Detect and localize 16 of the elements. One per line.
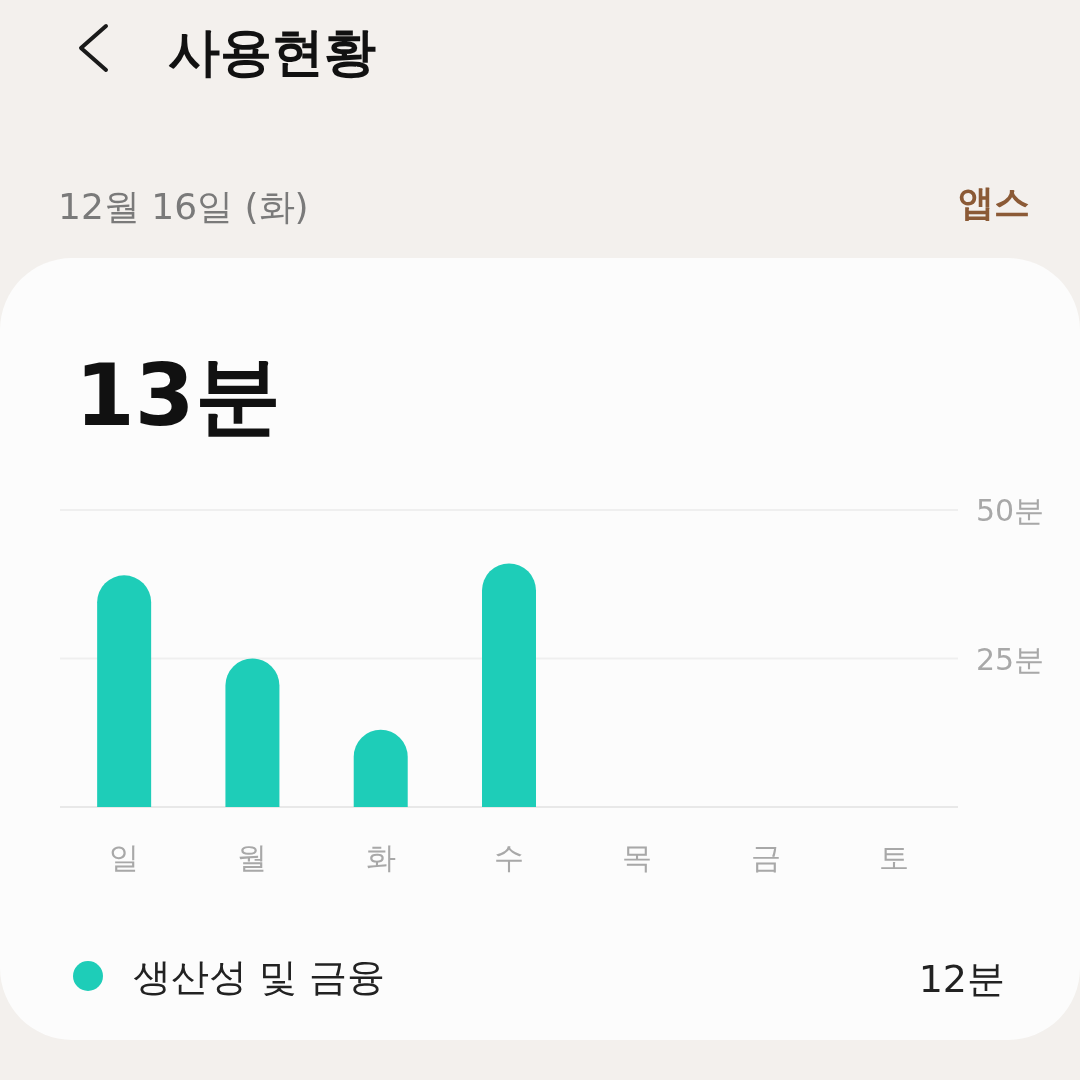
x-tick-label: 목 bbox=[622, 840, 653, 875]
text: 13분 bbox=[75, 345, 281, 445]
y-tick-label: 25분 bbox=[976, 641, 1045, 677]
text: 앱스 bbox=[958, 182, 1030, 223]
text: 12분 bbox=[918, 957, 1005, 1001]
chart-title: 사용현황 bbox=[168, 22, 376, 82]
x-tick-label: 수 bbox=[494, 840, 524, 875]
y-tick-label: 50분 bbox=[976, 493, 1045, 528]
x-tick-label: 금 bbox=[750, 840, 781, 875]
x-tick-label: 월 bbox=[237, 840, 268, 875]
x-tick-label: 일 bbox=[109, 840, 140, 875]
legend: 생산성 및 금융 bbox=[73, 955, 386, 999]
legend-label: 생산성 및 금융 bbox=[133, 955, 386, 999]
chart-subtitle: 12월 16일 (화) bbox=[58, 186, 309, 227]
x-tick-label: 화 bbox=[365, 840, 396, 875]
x-tick-label: 토 bbox=[878, 840, 909, 875]
